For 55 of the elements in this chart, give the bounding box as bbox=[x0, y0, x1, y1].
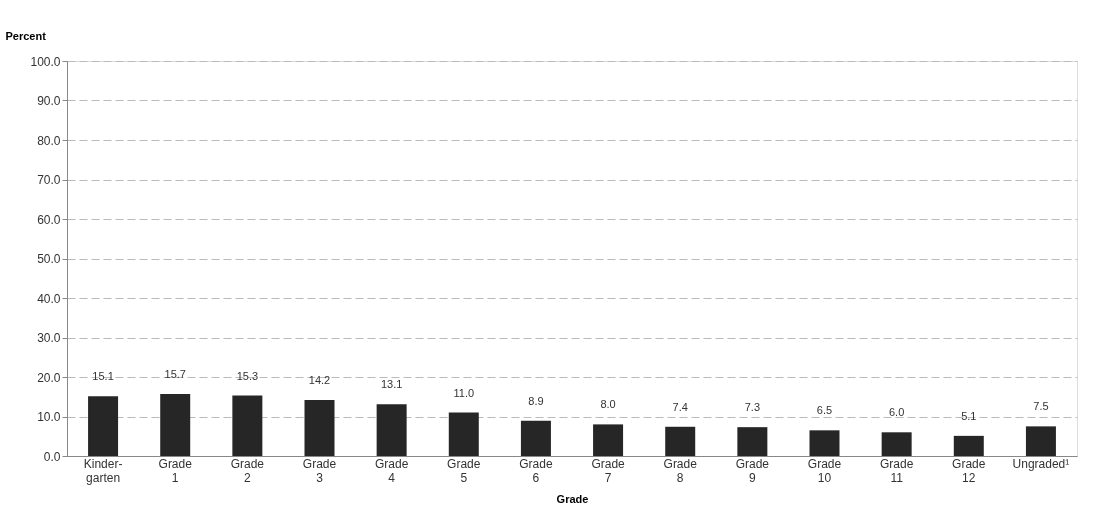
bar bbox=[593, 424, 624, 456]
data-label: 7.5 bbox=[1033, 400, 1049, 413]
x-tick-label: Grade 2 bbox=[230, 456, 265, 485]
bar bbox=[953, 435, 984, 456]
y-tick-label: 40.0 bbox=[37, 291, 61, 306]
x-tick-label: Grade 1 bbox=[158, 456, 193, 485]
data-label: 8.9 bbox=[528, 394, 544, 407]
y-tick-label: 20.0 bbox=[37, 370, 61, 385]
data-label: 15.3 bbox=[236, 369, 259, 382]
data-label: 8.0 bbox=[600, 398, 616, 411]
x-tick-label: Grade 5 bbox=[447, 456, 481, 485]
data-label: 15.1 bbox=[92, 370, 114, 383]
bar bbox=[737, 427, 768, 456]
x-tick-label: Grade 12 bbox=[952, 456, 986, 485]
bar bbox=[1025, 426, 1056, 456]
data-label: 6.0 bbox=[888, 406, 905, 419]
y-axis-title: Percent bbox=[5, 29, 47, 42]
data-label: 14.2 bbox=[308, 373, 331, 386]
x-tick-label: Grade 11 bbox=[879, 456, 914, 485]
x-tick-label: Grade 6 bbox=[519, 456, 553, 485]
y-tick-label: 50.0 bbox=[37, 252, 61, 266]
bar bbox=[304, 399, 335, 456]
x-tick-label: Grade 3 bbox=[302, 456, 337, 485]
bar bbox=[376, 404, 407, 456]
bar bbox=[520, 420, 551, 456]
bar bbox=[232, 395, 263, 456]
y-tick-label: 30.0 bbox=[37, 331, 61, 345]
data-label: 7.4 bbox=[672, 400, 688, 413]
x-tick-label: Grade 7 bbox=[591, 456, 626, 485]
x-axis-title: Grade bbox=[556, 492, 589, 505]
bar bbox=[88, 396, 119, 456]
x-tick-label: Grade 8 bbox=[663, 456, 698, 485]
data-label: 15.7 bbox=[164, 367, 186, 380]
x-tick-label: Ungraded¹ bbox=[1012, 456, 1070, 471]
data-label: 11.0 bbox=[453, 386, 475, 399]
data-label: 5.1 bbox=[961, 409, 977, 422]
x-tick-label: Grade 9 bbox=[735, 456, 770, 485]
y-tick-label: 100.0 bbox=[30, 54, 61, 69]
bar bbox=[448, 412, 479, 456]
x-tick-label: Kinder- garten bbox=[83, 456, 123, 485]
bar bbox=[160, 393, 191, 456]
data-label: 6.5 bbox=[816, 404, 833, 417]
data-label: 13.1 bbox=[380, 378, 403, 391]
bar bbox=[665, 426, 696, 456]
y-tick-label: 90.0 bbox=[37, 94, 61, 108]
x-tick-label: Grade 10 bbox=[807, 456, 842, 485]
y-tick-label: 60.0 bbox=[37, 212, 61, 227]
y-tick-label: 70.0 bbox=[37, 173, 61, 187]
bar bbox=[809, 430, 840, 456]
x-tick-label: Grade 4 bbox=[374, 456, 409, 485]
y-tick-label: 0.0 bbox=[43, 449, 61, 464]
data-label: 7.3 bbox=[744, 401, 761, 414]
y-tick-label: 10.0 bbox=[37, 410, 61, 424]
bar bbox=[881, 432, 912, 456]
y-tick-label: 80.0 bbox=[37, 133, 61, 148]
